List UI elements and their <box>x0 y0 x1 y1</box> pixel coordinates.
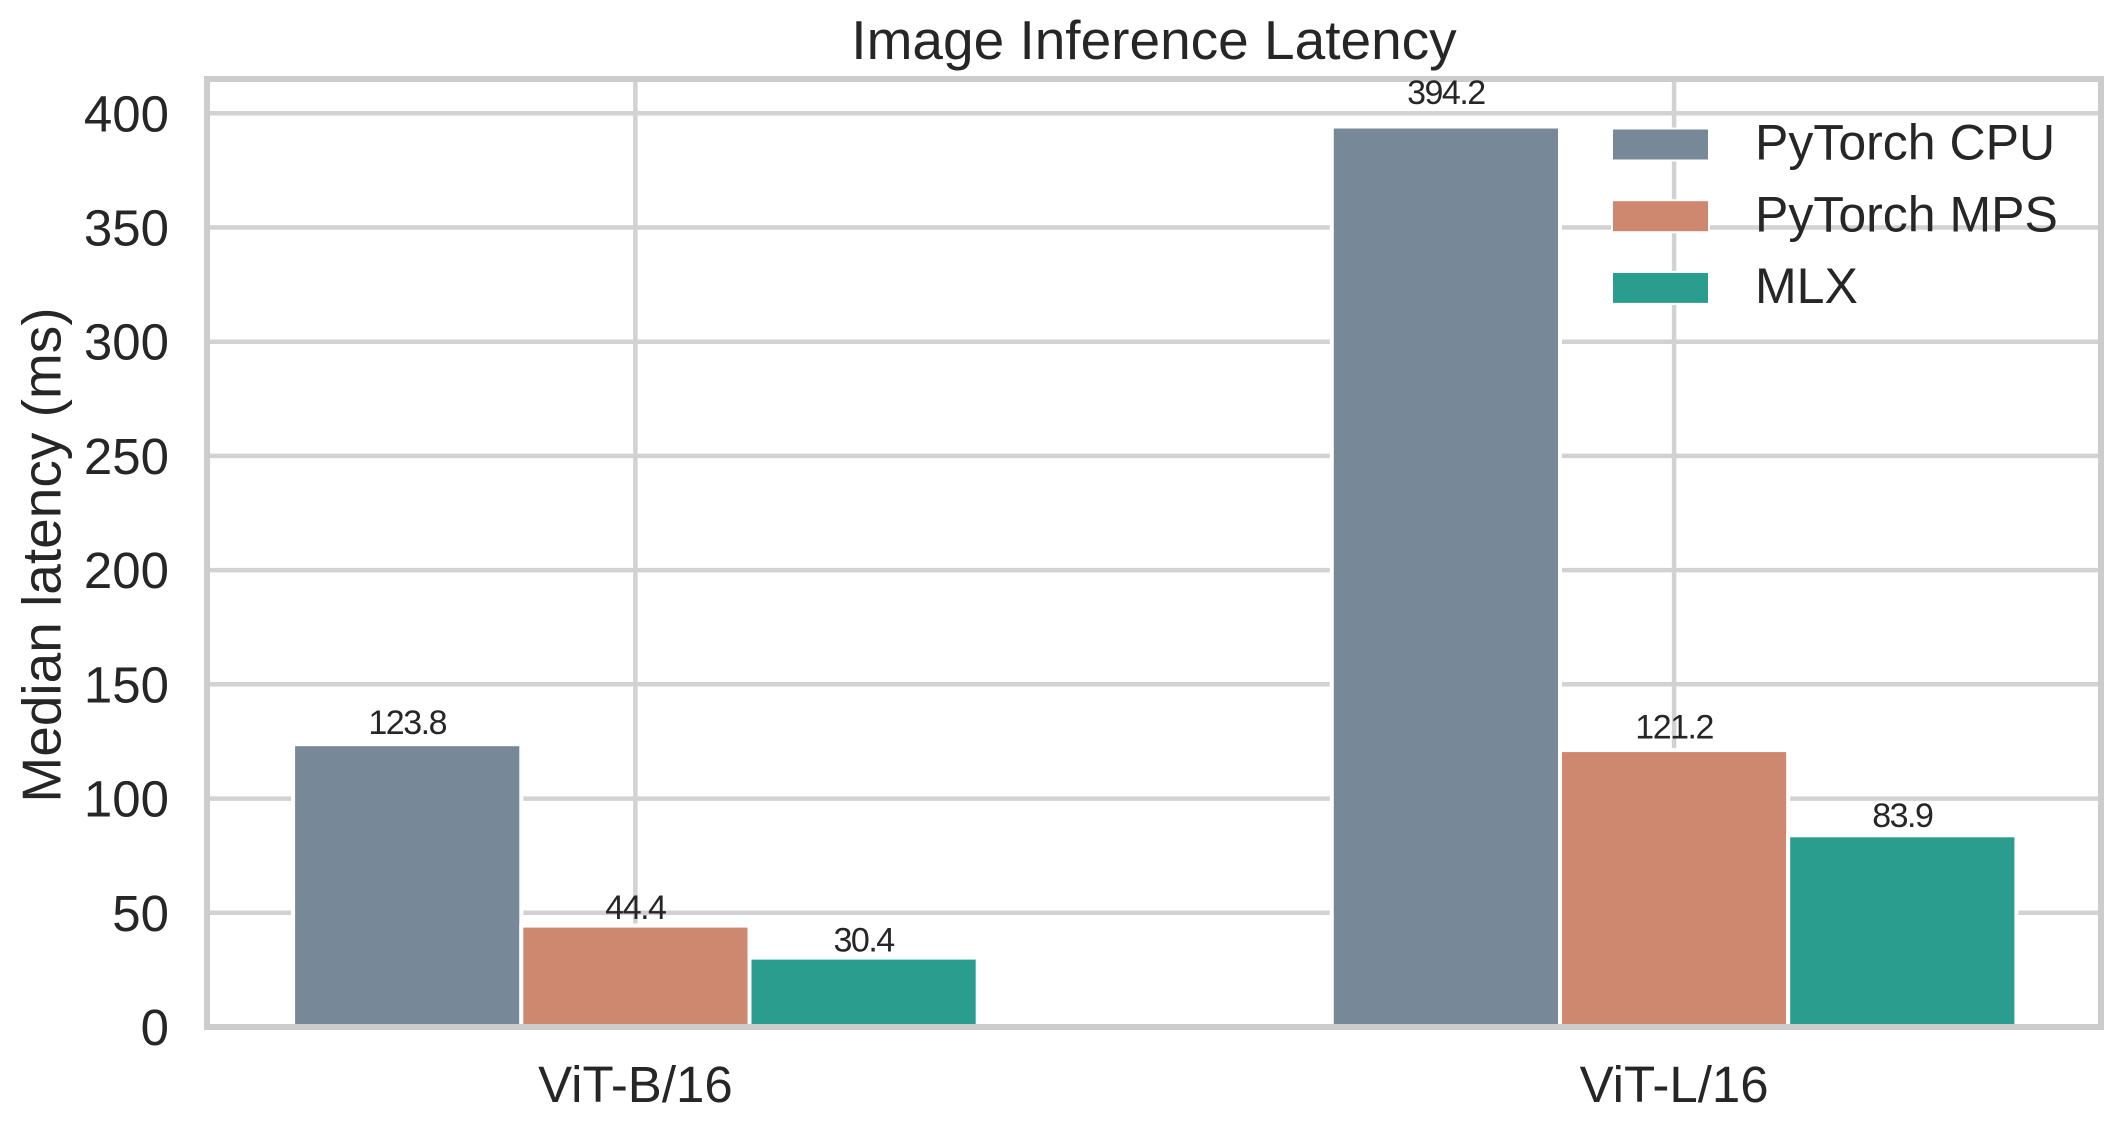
svg-text:350: 350 <box>84 200 169 257</box>
svg-text:30.4: 30.4 <box>834 922 895 960</box>
svg-text:394.2: 394.2 <box>1407 74 1485 112</box>
svg-text:121.2: 121.2 <box>1635 709 1713 747</box>
svg-text:83.9: 83.9 <box>1872 797 1933 835</box>
svg-text:0: 0 <box>141 999 169 1056</box>
svg-text:Median latency (ms): Median latency (ms) <box>11 307 73 802</box>
svg-text:400: 400 <box>84 85 169 142</box>
svg-text:150: 150 <box>84 656 169 713</box>
svg-text:PyTorch MPS: PyTorch MPS <box>1755 186 2058 242</box>
svg-text:MLX: MLX <box>1755 258 1858 314</box>
svg-text:123.8: 123.8 <box>368 704 446 742</box>
svg-text:200: 200 <box>84 542 169 599</box>
svg-text:50: 50 <box>112 885 169 942</box>
svg-text:PyTorch CPU: PyTorch CPU <box>1755 115 2055 171</box>
svg-text:ViT-L/16: ViT-L/16 <box>1580 1056 1769 1113</box>
svg-text:100: 100 <box>84 771 169 828</box>
svg-text:44.4: 44.4 <box>605 889 666 927</box>
svg-text:Image Inference Latency: Image Inference Latency <box>851 9 1457 71</box>
svg-text:250: 250 <box>84 428 169 485</box>
svg-text:ViT-B/16: ViT-B/16 <box>538 1056 733 1113</box>
svg-text:300: 300 <box>84 314 169 371</box>
